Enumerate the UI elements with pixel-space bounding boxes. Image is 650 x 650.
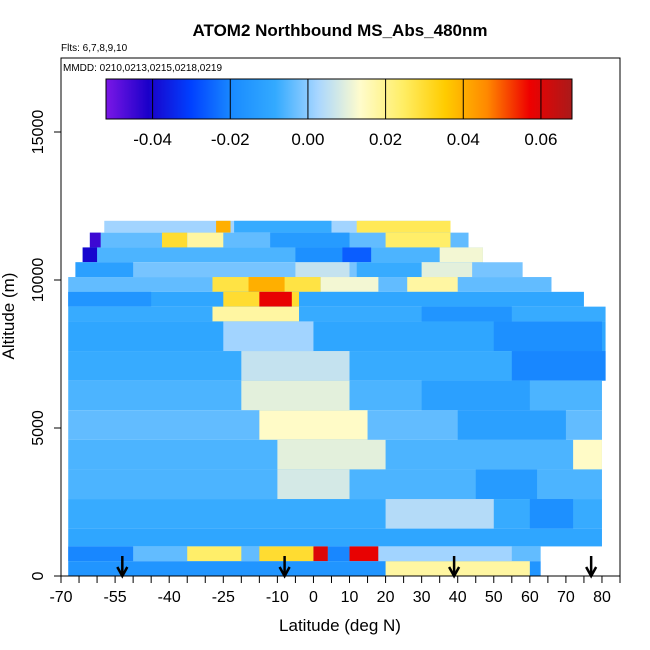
heatmap-cell (68, 499, 602, 529)
colorbar-gradient (105, 78, 573, 120)
heatmap-cell (68, 306, 606, 322)
y-tick-label: 10000 (30, 258, 47, 303)
heatmap-cell (342, 247, 372, 263)
heatmap-cell (529, 499, 574, 529)
heatmap-cell (259, 546, 314, 562)
heatmap-cell (457, 410, 566, 440)
colorbar: -0.04 -0.02 0.00 0.02 0.04 0.06 (105, 78, 573, 149)
heatmap-cell (68, 291, 152, 307)
chart-title: ATOM2 Northbound MS_Abs_480nm (192, 21, 487, 40)
dates-label: MMDD: 0210,0213,0215,0218,0219 (63, 63, 222, 74)
heatmap-cell (270, 232, 350, 248)
heatmap-cell (223, 321, 314, 352)
flight-arrow (585, 556, 598, 579)
heatmap-cell (475, 469, 538, 500)
heatmap-cell (356, 262, 422, 278)
y-axis: 0 5000 10000 15000 (30, 110, 61, 580)
heatmap-cell (356, 220, 451, 233)
flight-arrow (116, 556, 129, 579)
heatmap-cell (385, 499, 494, 529)
heatmap-cell (421, 262, 473, 278)
x-tick-label: -40 (158, 589, 181, 606)
heatmap-cell (68, 291, 584, 307)
heatmap-cell (68, 546, 134, 562)
heatmap-cell (241, 351, 350, 381)
y-axis-label: Altitude (m) (0, 273, 18, 360)
x-tick-label: 10 (341, 589, 359, 606)
colorbar-tick-label: 0.04 (447, 130, 480, 149)
y-tick-label: 5000 (30, 410, 47, 446)
heatmap-cell (259, 410, 368, 440)
x-tick-label: 70 (557, 589, 575, 606)
heatmap-cell (407, 277, 458, 292)
heatmap-cell (82, 247, 98, 263)
heatmap-cell (378, 546, 512, 562)
colorbar-ticks: -0.04 -0.02 0.00 0.02 0.04 0.06 (133, 79, 557, 149)
heatmap-cell (349, 546, 379, 562)
colorbar-tick-label: 0.02 (369, 130, 402, 149)
heatmap-cell (241, 380, 350, 411)
x-tick-label: 20 (377, 589, 395, 606)
y-tick-label: 0 (30, 571, 47, 580)
colorbar-tick-label: 0.00 (291, 130, 324, 149)
heatmap-cell (573, 439, 602, 470)
heatmap-cell (421, 306, 512, 322)
heatmap-cell (187, 232, 224, 248)
heatmap-cell (234, 220, 332, 233)
x-tick-label: 60 (521, 589, 539, 606)
heatmap-cell (439, 247, 483, 263)
flight-arrows (116, 556, 598, 579)
heatmap-cell (259, 291, 292, 307)
heatmap-cell (82, 247, 483, 263)
x-tick-label: 80 (593, 589, 611, 606)
x-tick-label: 30 (413, 589, 431, 606)
heatmap-cell (161, 232, 188, 248)
flight-arrow (448, 556, 461, 579)
heatmap-cell (75, 262, 134, 278)
heatmap-cell (320, 277, 379, 292)
heatmap-cell (89, 232, 101, 248)
x-tick-label: -10 (266, 589, 289, 606)
x-axis: -70 -55 -40 -25 -10 0 10 20 30 40 50 60 70 80 (49, 576, 621, 606)
heatmap-cell (385, 232, 451, 248)
heatmap-cell (295, 247, 343, 263)
x-axis-label: Latitude (deg N) (279, 616, 401, 635)
flights-label: Flts: 6,7,8,9,10 (61, 43, 128, 54)
x-tick-label: 50 (485, 589, 503, 606)
colorbar-tick-label: -0.02 (211, 130, 250, 149)
colorbar-tick-label: -0.04 (133, 130, 172, 149)
x-tick-label: -55 (104, 589, 127, 606)
x-tick-label: -70 (49, 589, 72, 606)
heatmap-cell (327, 546, 350, 562)
x-tick-label: -25 (212, 589, 235, 606)
plot-frame (60, 57, 621, 577)
colorbar-tick-label: 0.06 (524, 130, 557, 149)
heatmap-cell (277, 439, 386, 470)
x-tick-label: 0 (309, 589, 318, 606)
heatmap-cell (248, 277, 285, 292)
heatmap-cells (68, 220, 606, 576)
heatmap-cell (511, 351, 606, 381)
heatmap-cell (493, 321, 602, 352)
heatmap-cell (187, 546, 242, 562)
heatmap-cell (212, 306, 300, 322)
y-tick-label: 15000 (30, 110, 47, 155)
x-tick-label: 40 (449, 589, 467, 606)
heatmap-cell (68, 528, 602, 547)
heatmap-cell (421, 380, 530, 411)
flight-arrow (278, 556, 291, 579)
heatmap-cell (216, 220, 231, 233)
heatmap-cell (295, 262, 350, 278)
heatmap-cell (313, 546, 328, 562)
heatmap-cell (277, 469, 350, 500)
